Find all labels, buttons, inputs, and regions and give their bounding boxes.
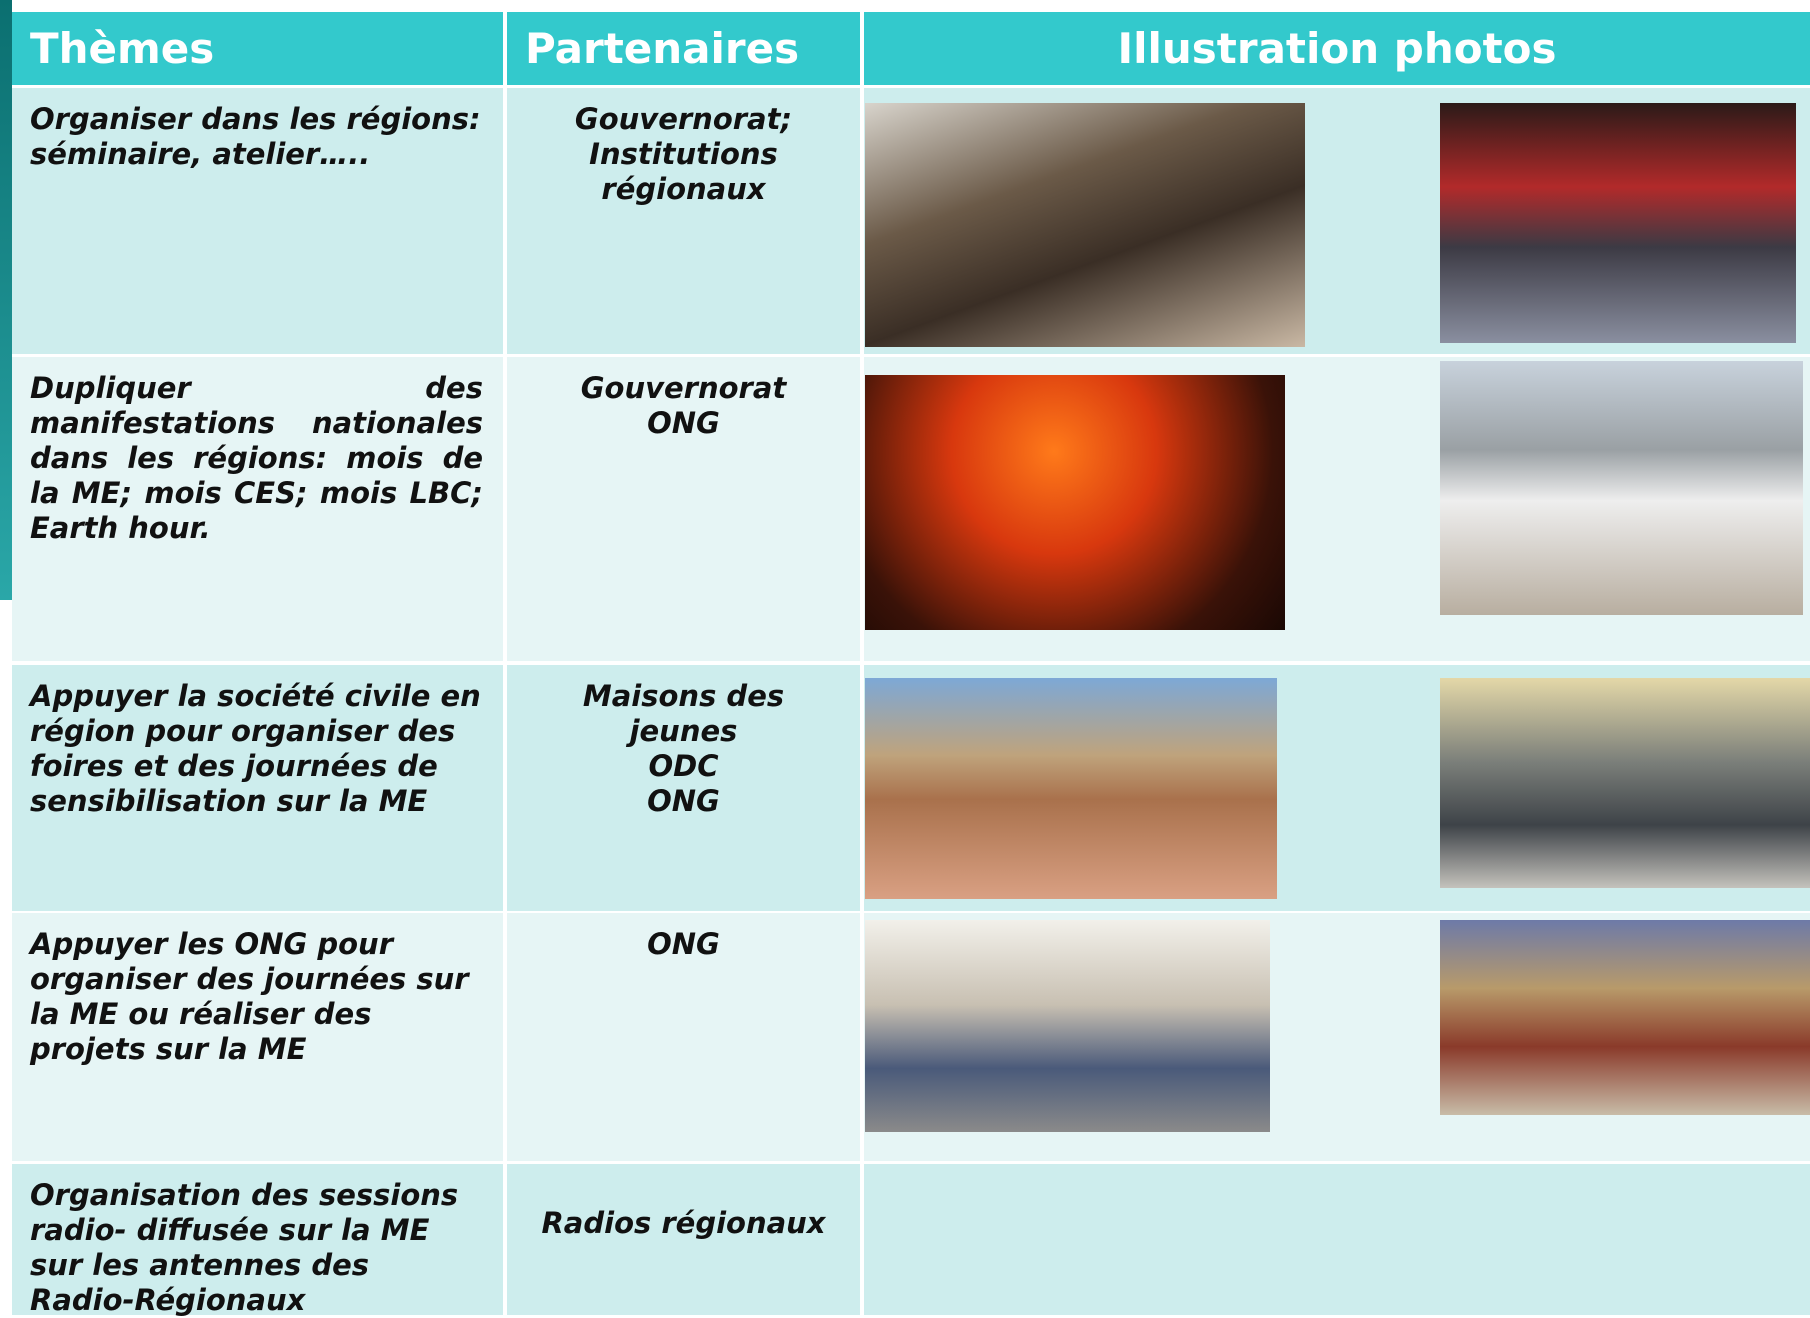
partner-line: Gouvernorat xyxy=(580,371,787,405)
partner-line: Gouvernorat; xyxy=(574,102,793,136)
header-label: Partenaires xyxy=(525,24,800,73)
side-decoration xyxy=(0,0,12,600)
partner-text: ONG xyxy=(507,913,860,962)
partner-cell: Radios régionaux xyxy=(507,1164,860,1315)
theme-text: Organisation des sessions radio- diffusé… xyxy=(30,1178,459,1317)
partner-line: jeunes xyxy=(629,714,738,748)
partner-text: Gouvernorat ONG xyxy=(507,357,860,441)
photo xyxy=(1440,920,1810,1115)
partner-cell: Maisons des jeunes ODC ONG xyxy=(507,665,860,911)
header-label: Illustration photos xyxy=(1117,24,1557,73)
theme-text: Organiser dans les régions: séminaire, a… xyxy=(30,102,481,171)
partner-line: Maisons des xyxy=(582,679,785,713)
header-cell: Partenaires xyxy=(507,12,860,85)
partner-cell: ONG xyxy=(507,913,860,1161)
photo xyxy=(1440,361,1803,615)
partner-line: ONG xyxy=(647,927,720,961)
partner-line: Radios régionaux xyxy=(541,1206,826,1240)
partner-cell: Gouvernorat ONG xyxy=(507,357,860,661)
partner-line: Institutions xyxy=(589,137,778,171)
theme-text: Appuyer les ONG pour organiser des journ… xyxy=(30,927,469,1066)
theme-cell: Appuyer la société civile en région pour… xyxy=(12,665,503,911)
theme-text: Appuyer la société civile en région pour… xyxy=(30,679,481,818)
theme-cell: Dupliquer des manifestations nationales … xyxy=(12,357,503,661)
partner-text: Maisons des jeunes ODC ONG xyxy=(507,665,860,819)
photo xyxy=(865,375,1285,630)
photo xyxy=(865,678,1277,899)
photo xyxy=(865,103,1305,347)
partner-text: Gouvernorat; Institutions régionaux xyxy=(507,88,860,207)
header-cell: Illustration photos xyxy=(864,12,1810,85)
partner-line: ONG xyxy=(647,406,720,440)
photo xyxy=(865,920,1270,1132)
partner-line: ONG xyxy=(647,784,720,818)
photo xyxy=(1440,678,1810,888)
partner-text: Radios régionaux xyxy=(507,1164,860,1241)
header-cell: Thèmes xyxy=(12,12,503,85)
theme-cell: Appuyer les ONG pour organiser des journ… xyxy=(12,913,503,1161)
header-label: Thèmes xyxy=(30,24,215,73)
partner-line: régionaux xyxy=(601,172,766,206)
photo xyxy=(1440,103,1796,343)
theme-text: Dupliquer des manifestations nationales … xyxy=(30,371,483,545)
theme-cell: Organisation des sessions radio- diffusé… xyxy=(12,1164,503,1317)
theme-cell: Organiser dans les régions: séminaire, a… xyxy=(12,88,503,354)
photo-cell xyxy=(864,1164,1810,1315)
partner-line: ODC xyxy=(648,749,719,783)
partner-cell: Gouvernorat; Institutions régionaux xyxy=(507,88,860,354)
